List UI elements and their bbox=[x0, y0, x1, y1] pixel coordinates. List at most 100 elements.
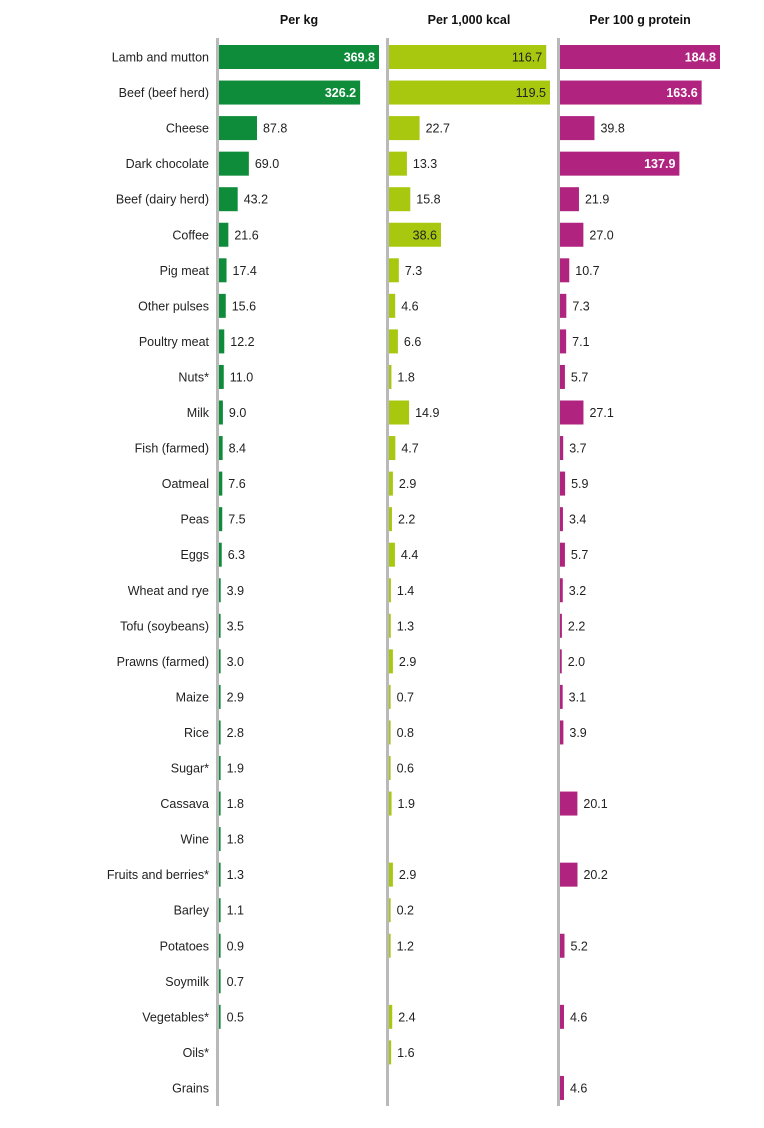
data-label: 27.1 bbox=[589, 406, 613, 420]
bar bbox=[389, 720, 391, 745]
category-label: Beef (beef herd) bbox=[119, 86, 209, 100]
bar bbox=[219, 862, 221, 887]
category-label: Wheat and rye bbox=[128, 584, 209, 598]
bar bbox=[219, 45, 379, 69]
data-label: 3.9 bbox=[227, 584, 244, 598]
data-label: 4.6 bbox=[570, 1081, 587, 1095]
bar bbox=[389, 364, 392, 389]
data-label: 69.0 bbox=[255, 157, 279, 171]
data-label: 20.1 bbox=[583, 797, 607, 811]
data-label: 38.6 bbox=[413, 228, 437, 242]
data-label: 2.2 bbox=[568, 619, 585, 633]
category-label: Peas bbox=[181, 513, 210, 527]
category-label: Other pulses bbox=[138, 299, 209, 313]
data-label: 4.6 bbox=[570, 1010, 587, 1024]
bar bbox=[219, 791, 221, 816]
data-label: 7.5 bbox=[228, 513, 245, 527]
bar bbox=[219, 969, 221, 994]
bar bbox=[389, 222, 442, 247]
data-label: 10.7 bbox=[575, 264, 599, 278]
category-label: Dark chocolate bbox=[126, 157, 209, 171]
bar bbox=[560, 187, 579, 212]
bar bbox=[560, 1075, 564, 1100]
data-label: 2.0 bbox=[568, 655, 585, 669]
data-label: 2.9 bbox=[399, 655, 416, 669]
bar bbox=[389, 1040, 392, 1065]
category-label: Vegetables* bbox=[142, 1010, 209, 1024]
bar bbox=[389, 400, 410, 425]
category-label: Rice bbox=[184, 726, 209, 740]
data-label: 1.4 bbox=[397, 584, 414, 598]
bar bbox=[219, 1004, 221, 1029]
data-label: 0.9 bbox=[227, 939, 244, 953]
bar bbox=[560, 542, 565, 567]
data-label: 1.8 bbox=[227, 833, 244, 847]
category-label: Poultry meat bbox=[139, 335, 210, 349]
panel-title-3: Per 100 g protein bbox=[589, 13, 690, 27]
bar bbox=[389, 116, 420, 141]
data-label: 3.0 bbox=[227, 655, 244, 669]
data-label: 5.7 bbox=[571, 548, 588, 562]
category-label: Coffee bbox=[172, 228, 209, 242]
data-label: 1.9 bbox=[398, 797, 415, 811]
data-label: 39.8 bbox=[600, 122, 624, 136]
data-label: 5.9 bbox=[571, 477, 588, 491]
data-label: 9.0 bbox=[229, 406, 246, 420]
category-label: Grains bbox=[172, 1081, 209, 1095]
bar bbox=[389, 1004, 393, 1029]
category-label: Prawns (farmed) bbox=[117, 655, 209, 669]
bar bbox=[219, 436, 223, 461]
data-label: 4.6 bbox=[401, 299, 418, 313]
bar bbox=[560, 293, 567, 318]
data-label: 7.6 bbox=[228, 477, 245, 491]
bar bbox=[389, 649, 393, 674]
data-label: 6.3 bbox=[228, 548, 245, 562]
data-label: 15.6 bbox=[232, 299, 256, 313]
bar bbox=[560, 471, 566, 496]
bar bbox=[219, 293, 226, 318]
panel-titles: Per kg Per 1,000 kcal Per 100 g protein bbox=[280, 13, 691, 27]
category-label: Milk bbox=[187, 406, 210, 420]
data-label: 116.7 bbox=[512, 51, 542, 65]
category-label: Cheese bbox=[166, 122, 209, 136]
data-label: 0.8 bbox=[397, 726, 414, 740]
data-label: 369.8 bbox=[344, 51, 375, 65]
bar bbox=[560, 684, 563, 709]
category-label: Sugar* bbox=[171, 762, 209, 776]
data-label: 1.8 bbox=[397, 370, 414, 384]
data-label: 2.9 bbox=[227, 690, 244, 704]
category-label: Potatoes bbox=[160, 939, 209, 953]
bar bbox=[389, 329, 398, 354]
bar bbox=[389, 542, 395, 567]
bar bbox=[560, 1004, 564, 1029]
data-label: 163.6 bbox=[666, 86, 697, 100]
data-label: 2.9 bbox=[399, 477, 416, 491]
data-label: 7.1 bbox=[572, 335, 589, 349]
data-label: 1.3 bbox=[227, 868, 244, 882]
data-label: 20.2 bbox=[583, 868, 607, 882]
data-label: 184.8 bbox=[685, 51, 716, 65]
bar bbox=[219, 187, 238, 212]
bar bbox=[219, 542, 222, 567]
data-label: 1.6 bbox=[397, 1046, 414, 1060]
bar bbox=[389, 80, 550, 105]
bar bbox=[560, 649, 562, 674]
category-label: Oatmeal bbox=[162, 477, 209, 491]
data-label: 0.7 bbox=[397, 690, 414, 704]
category-label: Cassava bbox=[160, 797, 209, 811]
bar bbox=[219, 649, 221, 674]
bar bbox=[389, 684, 391, 709]
bar bbox=[219, 400, 223, 425]
data-label: 1.1 bbox=[227, 904, 244, 918]
data-label: 2.4 bbox=[398, 1010, 415, 1024]
bar bbox=[219, 80, 361, 105]
data-label: 0.7 bbox=[227, 975, 244, 989]
bar bbox=[219, 684, 221, 709]
category-label: Soymilk bbox=[165, 975, 210, 989]
bar bbox=[389, 436, 396, 461]
bar bbox=[389, 258, 399, 283]
data-label: 2.9 bbox=[399, 868, 416, 882]
category-label: Tofu (soybeans) bbox=[120, 619, 209, 633]
bar bbox=[560, 613, 562, 638]
